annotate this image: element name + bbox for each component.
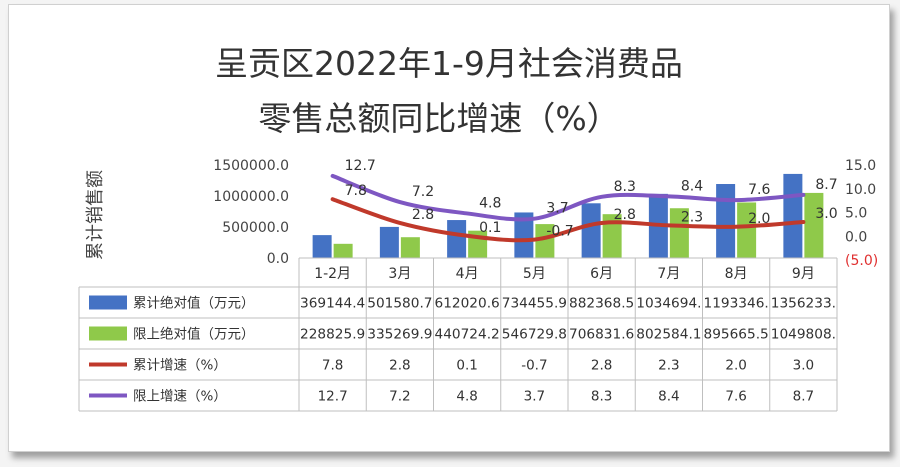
table-cell: 0.1: [456, 358, 477, 374]
table-cell: 612020.6: [435, 296, 500, 312]
chart-title-line: 呈贡区2022年1-9月社会消费品: [215, 44, 683, 83]
data-label: 0.1: [479, 220, 501, 236]
table-cell: 802584.1: [636, 327, 701, 343]
x-tick-label: 3月: [388, 266, 411, 282]
bar-cumulative: [581, 203, 601, 258]
x-tick-label: 4月: [456, 266, 479, 282]
x-tick-label: 5月: [523, 266, 546, 282]
y2-tick-label: (5.0): [845, 253, 878, 269]
table-cell: 2.0: [725, 358, 746, 374]
data-label: 7.2: [412, 184, 434, 200]
line-cumulative-growth: [330, 197, 806, 243]
table-cell: 706831.6: [569, 327, 634, 343]
table-cell: 12.7: [318, 389, 348, 405]
x-tick-label: 7月: [657, 266, 680, 282]
table-cell: 501580.7: [367, 296, 432, 312]
y-axis-label: 累计销售额: [85, 170, 106, 260]
data-label: 2.8: [412, 207, 434, 223]
table-cell: 882368.5: [569, 296, 634, 312]
chart-card: 呈贡区2022年1-9月社会消费品零售总额同比增速（%） 累计销售额 1500000…: [8, 4, 890, 452]
table-cell: 7.8: [322, 358, 343, 374]
legend-key: [89, 326, 127, 341]
table-cell: 369144.4: [300, 296, 365, 312]
table-cell: 1034694.: [636, 296, 701, 312]
table-cell: 546729.8: [502, 327, 567, 343]
chart-title-line: 零售总额同比增速（%）: [258, 99, 619, 138]
x-tick-label: 6月: [590, 266, 613, 282]
legend-key: [89, 295, 127, 310]
bar-above-quota: [400, 237, 420, 258]
y-tick-label: 1500000.0: [213, 158, 289, 174]
y2-tick-label: 10.0: [845, 182, 876, 198]
bar-cumulative: [379, 226, 399, 258]
legend-label: 限上增速（%）: [133, 389, 227, 405]
table-cell: 1356233.: [771, 296, 836, 312]
table-cell: 3.0: [793, 358, 814, 374]
data-label: 4.8: [479, 195, 501, 211]
table-cell: 1193346.: [704, 296, 769, 312]
y2-tick-label: 5.0: [845, 206, 867, 222]
legend-label: 限上绝对值（万元）: [133, 327, 255, 343]
data-label: 2.8: [614, 207, 636, 223]
bar-cumulative: [514, 212, 534, 258]
y2-tick-label: 15.0: [845, 158, 876, 174]
table-cell: 8.3: [591, 389, 612, 405]
data-label: 3.7: [546, 201, 568, 217]
table-cell: 8.7: [793, 389, 814, 405]
x-tick-label: 1-2月: [314, 266, 351, 282]
table-cell: 228825.9: [300, 327, 365, 343]
y-tick-label: 1000000.0: [213, 189, 289, 205]
bar-cumulative: [716, 184, 736, 258]
bar-cumulative: [783, 173, 803, 258]
table-cell: 2.3: [658, 358, 679, 374]
table-cell: 4.8: [456, 389, 477, 405]
data-label: -0.7: [546, 224, 573, 240]
bar-above-quota: [602, 214, 622, 258]
data-label: 2.3: [681, 209, 703, 225]
table-cell: 895665.5: [704, 327, 769, 343]
line-above-quota-growth: [330, 173, 806, 222]
y-tick-label: 0.0: [267, 251, 289, 267]
table-cell: 2.8: [591, 358, 612, 374]
bar-above-quota: [804, 192, 824, 258]
x-tick-label: 9月: [792, 266, 815, 282]
data-label: 8.3: [614, 179, 636, 195]
x-tick-label: 8月: [725, 266, 748, 282]
table-cell: 335269.9: [367, 327, 432, 343]
legend-label: 累计绝对值（万元）: [133, 296, 255, 312]
y2-tick-label: 0.0: [845, 229, 867, 245]
table-cell: 3.7: [524, 389, 545, 405]
table-cell: 2.8: [389, 358, 410, 374]
table-cell: 734455.9: [502, 296, 567, 312]
data-label: 7.8: [345, 183, 367, 199]
bar-cumulative: [447, 220, 467, 258]
bar-above-quota: [737, 202, 757, 258]
bar-cumulative: [312, 235, 332, 258]
table-cell: -0.7: [521, 358, 547, 374]
table-cell: 1049808.: [771, 327, 836, 343]
legend-label: 累计增速（%）: [133, 358, 227, 374]
bar-above-quota: [333, 243, 353, 258]
table-cell: 7.2: [389, 389, 410, 405]
y-tick-label: 500000.0: [222, 220, 289, 236]
data-label: 12.7: [345, 158, 376, 174]
table-cell: 440724.2: [435, 327, 500, 343]
bar-above-quota: [669, 208, 689, 258]
data-label: 3.0: [815, 206, 837, 222]
data-label: 8.4: [681, 178, 703, 194]
data-label: 2.0: [748, 211, 770, 227]
data-label: 8.7: [815, 177, 837, 193]
bar-above-quota: [535, 224, 555, 258]
table-cell: 8.4: [658, 389, 679, 405]
table-cell: 7.6: [725, 389, 746, 405]
data-label: 7.6: [748, 182, 770, 198]
